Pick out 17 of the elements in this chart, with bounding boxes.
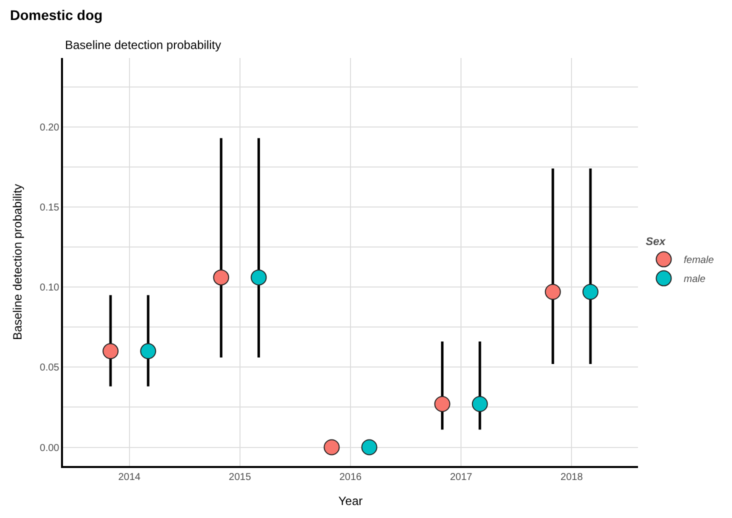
x-tick-label: 2017 xyxy=(450,472,473,483)
y-axis-title: Baseline detection probability xyxy=(10,184,25,340)
chart-title: Domestic dog xyxy=(10,7,103,23)
legend-title: Sex xyxy=(646,236,666,248)
y-tick-label: 0.20 xyxy=(40,122,60,134)
x-tick-label: 2014 xyxy=(118,472,141,483)
y-tick-label: 0.05 xyxy=(40,362,60,374)
x-axis-title: Year xyxy=(338,494,363,508)
x-tick-label: 2016 xyxy=(339,472,362,483)
y-tick-label: 0.15 xyxy=(40,202,60,214)
y-tick-label: 0.10 xyxy=(40,282,60,294)
legend-label: female xyxy=(684,255,714,266)
x-tick-label: 2015 xyxy=(228,472,252,483)
legend-label: male xyxy=(684,274,706,286)
x-tick-label: 2018 xyxy=(560,472,584,483)
chart-subtitle: Baseline detection probability xyxy=(65,38,222,52)
y-tick-label: 0.00 xyxy=(40,442,60,454)
